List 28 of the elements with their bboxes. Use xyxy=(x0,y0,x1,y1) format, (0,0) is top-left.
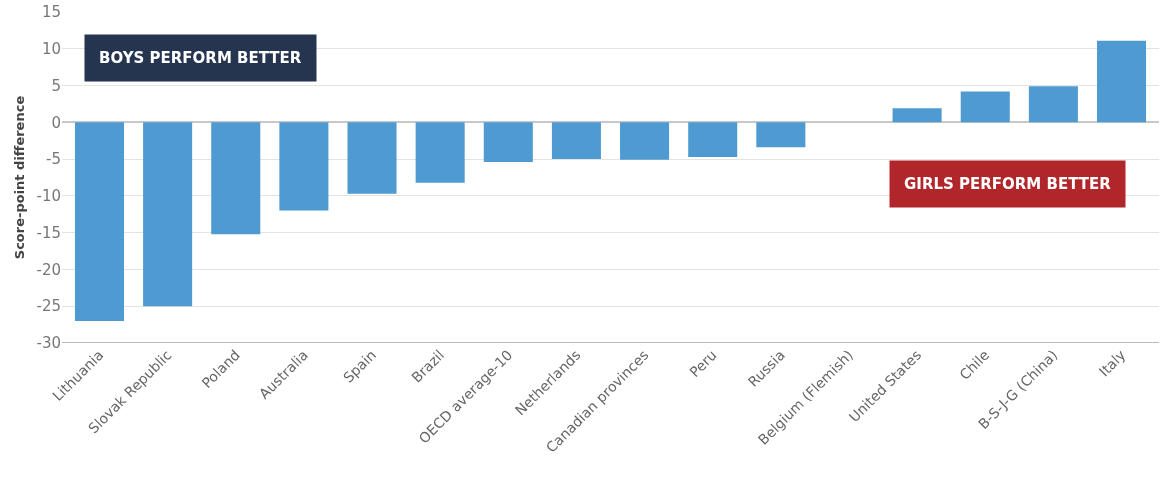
y-tick-label: 10 xyxy=(41,40,61,59)
bar xyxy=(892,108,942,123)
bar xyxy=(74,122,124,321)
bar xyxy=(620,122,670,160)
bar xyxy=(960,91,1010,123)
bar xyxy=(688,122,738,157)
bar xyxy=(279,122,329,211)
y-tick-label: -25 xyxy=(36,297,61,316)
bar xyxy=(1097,40,1147,123)
bar xyxy=(347,122,397,194)
y-tick-label: -20 xyxy=(36,260,61,279)
y-tick-label: 15 xyxy=(41,3,61,22)
annotation: GIRLS PERFORM BETTER xyxy=(904,175,1112,193)
y-tick-label: -10 xyxy=(36,187,61,206)
bar xyxy=(1028,86,1078,123)
y-tick-label: 0 xyxy=(51,113,61,132)
y-tick-label: 5 xyxy=(51,76,61,95)
y-axis-title: Score-point difference xyxy=(12,95,28,260)
bar xyxy=(415,122,465,183)
bar xyxy=(756,122,806,148)
y-tick-label: -30 xyxy=(36,334,61,353)
y-tick-label: -5 xyxy=(46,150,61,169)
annotation: BOYS PERFORM BETTER xyxy=(99,49,302,67)
y-tick-label: -15 xyxy=(36,223,61,242)
bar xyxy=(483,122,533,163)
bar xyxy=(143,122,193,307)
bar xyxy=(551,122,601,160)
bar xyxy=(211,122,261,235)
